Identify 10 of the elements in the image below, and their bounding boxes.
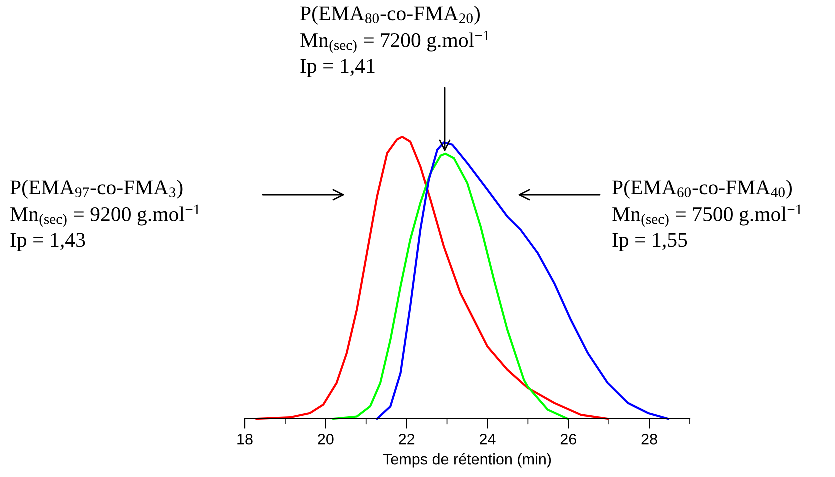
x-tick-label: 24 xyxy=(480,434,496,445)
x-tick-label: 18 xyxy=(238,434,253,445)
x-tick-label: 26 xyxy=(560,434,576,445)
x-tick-label: 22 xyxy=(399,434,415,445)
text: P(EMA$_{97}$-co-FMA$_{3}$) Mn$_{(sec)}$ = 9200 g.mol$^{−1}$ Ip = 1,43 xyxy=(10,180,200,252)
x-tick-label: 28 xyxy=(642,434,658,445)
text: P(EMA$_{60}$-co-FMA$_{40}$) Mn$_{(sec)}$ = 7500 g.mol$^{−1}$ Ip = 1,55 xyxy=(612,180,802,252)
x-tick-label: 20 xyxy=(318,434,334,445)
x-axis-title: Temps de rétention (min) xyxy=(383,453,552,468)
text: P(EMA$_{80}$-co-FMA$_{20}$) Mn$_{(sec)}$ = 7200 g.mol$^{−1}$ Ip = 1,41 xyxy=(300,6,490,78)
